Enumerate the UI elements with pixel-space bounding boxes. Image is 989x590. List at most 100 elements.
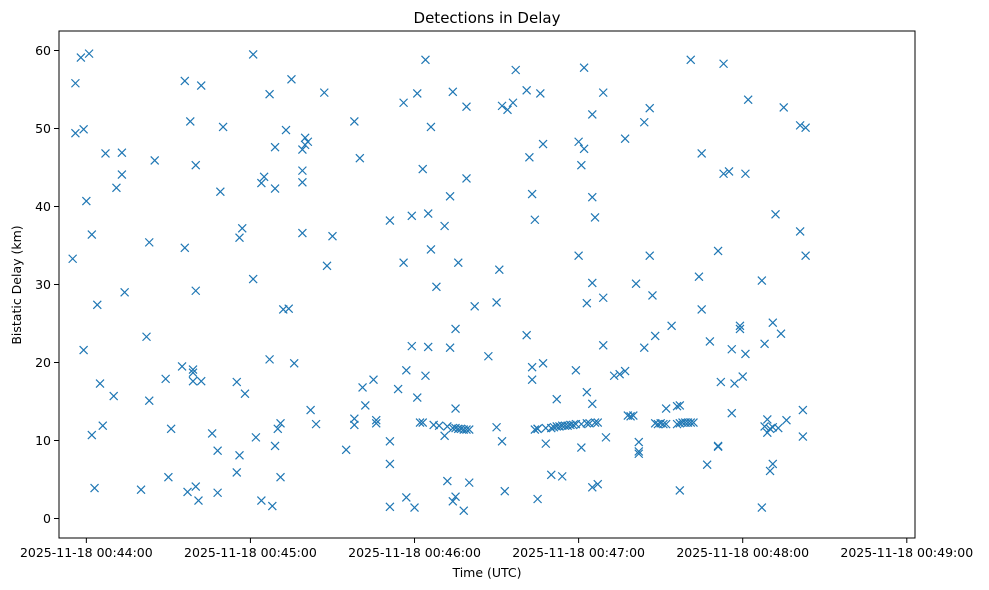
data-point	[297, 166, 307, 176]
data-point	[675, 485, 685, 495]
data-point	[180, 243, 190, 253]
data-point	[251, 432, 261, 442]
data-point	[440, 221, 450, 231]
data-point	[371, 415, 381, 425]
data-point	[248, 274, 258, 284]
data-point	[459, 506, 469, 516]
data-markers	[68, 49, 811, 516]
data-point	[213, 488, 223, 498]
data-point	[87, 230, 97, 240]
data-point	[191, 482, 201, 491]
data-point	[360, 400, 370, 410]
data-point	[349, 420, 359, 430]
data-point	[421, 371, 430, 381]
data-point	[87, 430, 97, 440]
data-point	[497, 436, 507, 446]
data-point	[483, 351, 493, 361]
data-point	[631, 279, 641, 289]
data-point	[281, 125, 291, 135]
data-point	[235, 450, 244, 460]
data-point	[795, 120, 805, 130]
data-point	[574, 251, 584, 261]
data-point	[418, 164, 428, 174]
data-point	[81, 196, 91, 206]
data-point	[661, 419, 671, 429]
data-point	[697, 305, 707, 314]
data-point	[270, 441, 280, 451]
data-point	[672, 401, 682, 411]
data-point	[185, 117, 195, 126]
data-point	[267, 501, 277, 511]
data-point	[191, 160, 201, 170]
data-point	[530, 425, 540, 435]
data-point	[196, 376, 206, 386]
data-point	[259, 172, 269, 182]
data-point	[423, 342, 433, 352]
data-point	[328, 231, 337, 241]
data-point	[412, 393, 422, 403]
data-point	[371, 418, 381, 428]
data-point	[284, 304, 294, 314]
data-point	[319, 88, 329, 98]
data-point	[166, 424, 176, 434]
data-point	[574, 137, 584, 147]
data-point	[582, 387, 592, 397]
data-point	[287, 74, 296, 84]
x-tick-label: 2025-11-18 00:45:00	[184, 545, 317, 560]
data-point	[109, 391, 119, 401]
data-point	[270, 184, 280, 193]
data-point	[68, 254, 78, 264]
data-point	[741, 169, 750, 179]
data-point	[658, 419, 668, 429]
data-point	[798, 405, 808, 415]
data-point	[541, 439, 551, 449]
data-point	[399, 98, 409, 108]
data-point	[576, 160, 586, 170]
data-point	[369, 375, 378, 385]
data-point	[497, 101, 507, 111]
data-point	[768, 318, 778, 328]
data-point	[161, 374, 171, 384]
x-tick-label: 2025-11-18 00:49:00	[840, 545, 973, 560]
y-tick-label: 10	[35, 433, 51, 448]
data-point	[276, 418, 285, 428]
data-point	[538, 139, 548, 149]
data-point	[535, 88, 545, 98]
data-point	[705, 337, 715, 346]
data-point	[270, 142, 280, 152]
data-point	[713, 246, 723, 256]
y-axis: 0 10 20 30 40 50 60	[35, 43, 59, 526]
data-point	[716, 377, 726, 387]
data-point	[650, 331, 660, 341]
data-point	[524, 152, 534, 162]
data-point	[76, 53, 86, 62]
data-point	[724, 166, 734, 176]
data-point	[546, 470, 556, 480]
data-point	[762, 415, 772, 424]
plot-frame	[58, 30, 916, 539]
data-point	[735, 324, 745, 334]
data-point	[385, 502, 395, 512]
data-point	[601, 432, 611, 442]
data-point	[191, 286, 201, 296]
data-point	[322, 261, 332, 271]
data-point	[92, 300, 102, 310]
data-point	[196, 81, 206, 91]
data-point	[634, 446, 644, 456]
data-point	[511, 65, 521, 75]
data-point	[303, 137, 313, 147]
data-point	[90, 483, 99, 493]
data-point	[311, 419, 321, 429]
chart-title: Detections in Delay	[414, 9, 561, 27]
data-point	[579, 144, 589, 154]
x-tick-label: 2025-11-18 00:44:00	[20, 545, 153, 560]
data-point	[442, 476, 452, 486]
data-point	[587, 110, 597, 119]
data-point	[385, 436, 395, 446]
data-point	[265, 354, 275, 364]
data-point	[84, 49, 94, 59]
data-point	[593, 479, 603, 489]
data-point	[782, 415, 791, 425]
data-point	[686, 55, 696, 65]
